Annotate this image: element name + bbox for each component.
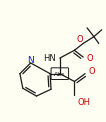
- Text: N: N: [27, 56, 34, 65]
- Text: Abs: Abs: [54, 72, 66, 77]
- Text: O: O: [86, 54, 93, 63]
- Text: OH: OH: [77, 98, 90, 107]
- Text: HN: HN: [43, 54, 56, 63]
- Text: O: O: [88, 67, 95, 76]
- Text: O: O: [77, 35, 84, 44]
- FancyBboxPatch shape: [51, 68, 69, 80]
